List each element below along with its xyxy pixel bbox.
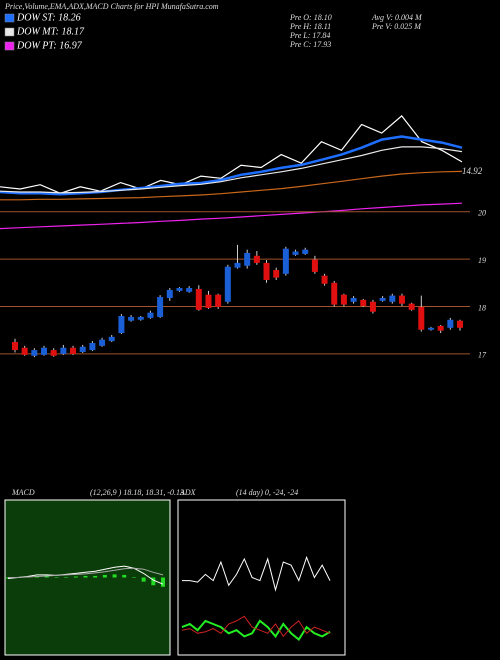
- candle-body: [31, 350, 38, 356]
- candle-body: [282, 248, 289, 274]
- candle-body: [398, 295, 405, 304]
- candle-body: [215, 294, 222, 307]
- candle-body: [350, 297, 357, 302]
- candle-body: [108, 336, 115, 342]
- series-line: [0, 202, 463, 230]
- candle-body: [234, 262, 241, 268]
- candle-body: [147, 312, 154, 318]
- panel-title: MACD: [11, 488, 35, 497]
- histogram-bar: [73, 576, 78, 578]
- legend-swatch: [4, 27, 15, 37]
- candle-body: [60, 347, 67, 354]
- candle-body: [331, 282, 338, 305]
- candle-body: [166, 289, 173, 298]
- histogram-bar: [161, 577, 165, 587]
- candle-body: [176, 288, 183, 291]
- series-line: [7, 565, 164, 585]
- stat: Pre H: 18.11: [289, 22, 331, 31]
- panel-subtitle: (14 day) 0, -24, -24: [236, 488, 298, 497]
- histogram-bar: [44, 576, 49, 578]
- series-line: [8, 567, 164, 578]
- legend-swatch: [4, 13, 15, 23]
- candle-body: [99, 339, 106, 346]
- histogram-bar: [93, 575, 98, 578]
- candle-body: [12, 342, 18, 351]
- candle-body: [205, 294, 212, 308]
- candle-body: [244, 252, 251, 266]
- legend-label: DOW PT: 16.97: [16, 40, 83, 51]
- candle-body: [360, 299, 367, 307]
- histogram-bar: [64, 576, 69, 578]
- candle-body: [137, 316, 144, 320]
- series-line: [0, 115, 463, 194]
- series-line: [182, 555, 331, 592]
- series-line: [0, 146, 463, 194]
- histogram-bar: [54, 577, 59, 578]
- legend-swatch: [4, 41, 15, 51]
- series-line: [181, 619, 331, 641]
- candle-body: [302, 249, 309, 254]
- candle-body: [408, 303, 415, 310]
- candle-body: [340, 294, 347, 305]
- candle-body: [70, 347, 77, 354]
- candle-body: [379, 297, 386, 301]
- histogram-bar: [141, 577, 146, 582]
- stat: Pre L: 17.84: [289, 31, 330, 40]
- candle-body: [157, 297, 164, 317]
- candle-body: [437, 325, 444, 331]
- panel-subtitle: (12,26,9 ) 18.18, 18.31, -0.13: [90, 488, 184, 497]
- y-tick-label: 19: [478, 256, 486, 265]
- stat: Pre C: 17.93: [289, 40, 331, 49]
- legend-label: DOW MT: 18.17: [16, 26, 85, 37]
- candle-body: [273, 270, 280, 278]
- y-tick-label: 18: [478, 303, 486, 312]
- candle-body: [311, 259, 318, 272]
- legend-label: DOW ST: 18.26: [16, 12, 81, 23]
- y-tick-label: 20: [478, 209, 486, 218]
- series-line: [0, 135, 463, 196]
- histogram-bar: [102, 574, 107, 578]
- candle-body: [41, 347, 48, 355]
- candle-body: [418, 306, 425, 330]
- panel-title: ADX: [179, 488, 197, 497]
- series-line: [181, 615, 331, 638]
- stat: Pre O: 18.10: [289, 13, 332, 22]
- stat: Avg V: 0.004 M: [371, 13, 423, 22]
- stat: Pre V: 0.025 M: [371, 22, 422, 31]
- histogram-bar: [131, 577, 136, 578]
- candle-body: [369, 301, 376, 312]
- histogram-bar: [83, 575, 88, 578]
- candle-body: [427, 327, 434, 330]
- candle-body: [128, 316, 135, 321]
- candle-body: [447, 319, 454, 328]
- chart-title: Price,Volume,EMA,ADX,MACD Charts for HPI…: [4, 2, 219, 11]
- candle-body: [89, 342, 96, 351]
- candle-body: [457, 320, 463, 328]
- candle-body: [224, 266, 231, 302]
- candle-body: [50, 350, 57, 356]
- candle-body: [321, 275, 328, 284]
- y-tick-label: 17: [478, 351, 487, 360]
- series-line: [0, 170, 463, 201]
- candle-body: [195, 288, 202, 310]
- candle-body: [118, 315, 125, 334]
- candle-body: [186, 288, 193, 292]
- candle-body: [292, 251, 299, 255]
- histogram-bar: [112, 574, 117, 578]
- candle-body: [253, 255, 260, 263]
- histogram-bar: [122, 574, 127, 578]
- candle-body: [21, 347, 28, 355]
- candle-body: [79, 346, 86, 352]
- candle-body: [389, 295, 396, 302]
- histogram-bar: [151, 577, 156, 586]
- candle-body: [263, 262, 270, 280]
- annotation: 14.92: [462, 166, 483, 176]
